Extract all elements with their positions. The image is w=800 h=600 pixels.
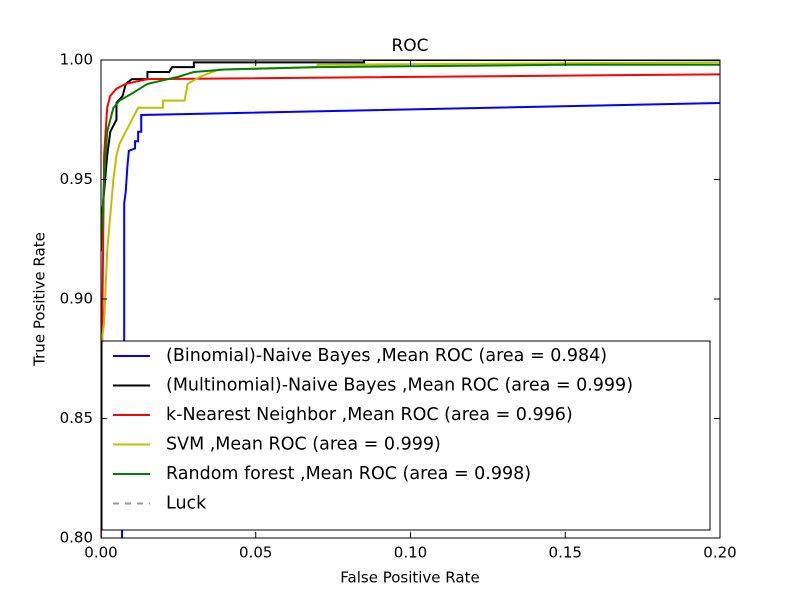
legend-label: (Multinomial)-Naive Bayes ,Mean ROC (are… — [166, 376, 633, 396]
x-tick-label: 0.05 — [239, 544, 272, 562]
x-tick-label: 0.15 — [549, 544, 582, 562]
x-tick-label: 0.00 — [84, 544, 117, 562]
roc-line — [101, 63, 720, 252]
legend: (Binomial)-Naive Bayes ,Mean ROC (area =… — [101, 340, 711, 531]
legend-label: Luck — [166, 494, 207, 514]
y-tick-label: 0.95 — [60, 170, 93, 188]
x-tick-label: 0.20 — [703, 544, 736, 562]
x-axis-label: False Positive Rate — [340, 569, 479, 587]
legend-label: SVM ,Mean ROC (area = 0.999) — [166, 435, 441, 455]
legend-box — [101, 340, 711, 531]
y-tick-label: 0.80 — [60, 529, 93, 547]
y-tick-label: 0.85 — [60, 409, 93, 427]
roc-line — [101, 73, 720, 538]
y-axis-label: True Positive Rate — [31, 232, 49, 367]
chart-title: ROC — [391, 36, 428, 56]
legend-label: Random forest ,Mean ROC (area = 0.998) — [166, 464, 531, 484]
x-tick-label: 0.10 — [394, 544, 427, 562]
y-tick-label: 1.00 — [60, 51, 93, 69]
legend-label: (Binomial)-Naive Bayes ,Mean ROC (area =… — [166, 346, 607, 366]
y-tick-label: 0.90 — [60, 290, 93, 308]
legend-label: k-Nearest Neighbor ,Mean ROC (area = 0.9… — [166, 405, 573, 425]
